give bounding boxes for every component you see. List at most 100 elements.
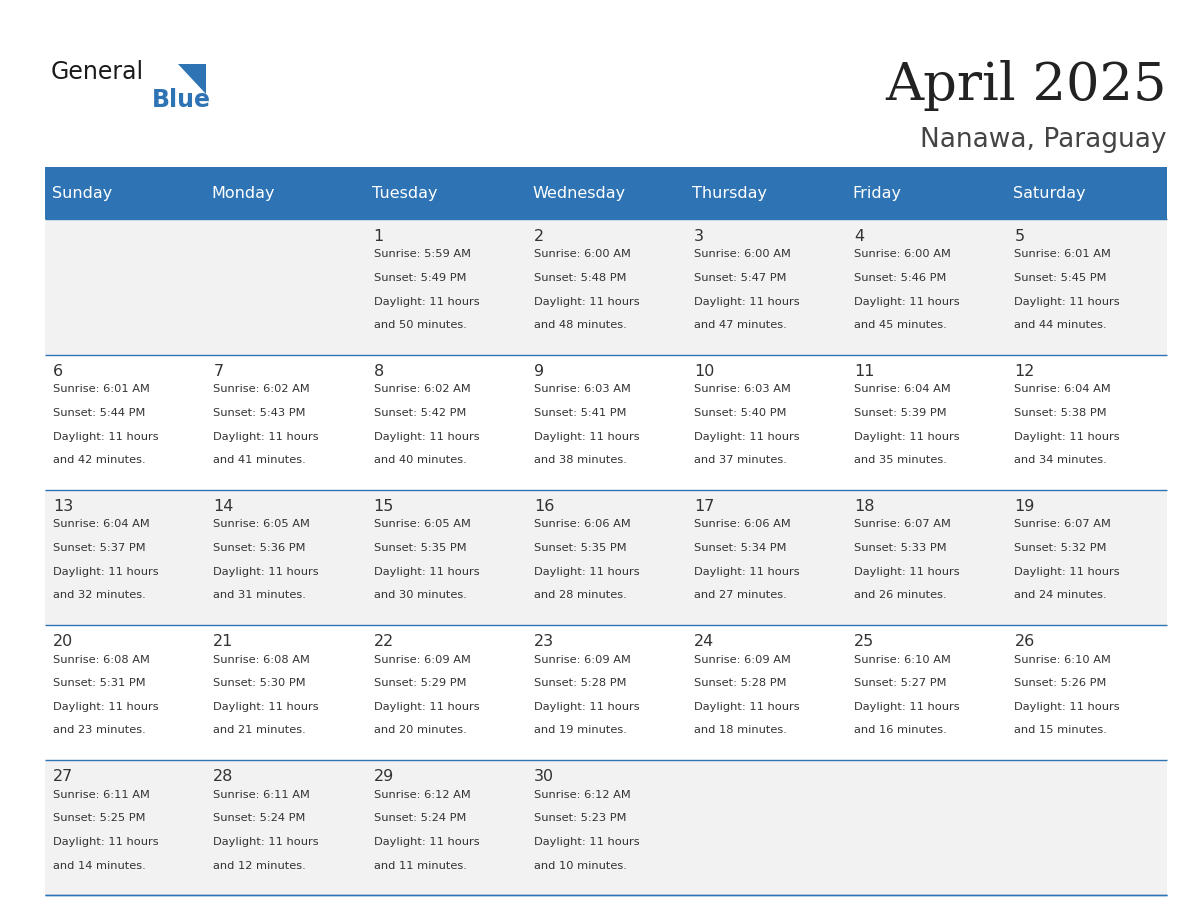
Text: Sunset: 5:31 PM: Sunset: 5:31 PM xyxy=(53,678,146,688)
Text: and 15 minutes.: and 15 minutes. xyxy=(1015,725,1107,735)
Polygon shape xyxy=(178,63,207,94)
Text: Sunrise: 6:00 AM: Sunrise: 6:00 AM xyxy=(694,249,791,259)
Text: Daylight: 11 hours: Daylight: 11 hours xyxy=(854,702,960,711)
Text: Daylight: 11 hours: Daylight: 11 hours xyxy=(1015,702,1120,711)
Bar xyxy=(526,760,685,895)
Text: and 21 minutes.: and 21 minutes. xyxy=(214,725,307,735)
Text: Daylight: 11 hours: Daylight: 11 hours xyxy=(1015,566,1120,577)
Text: 25: 25 xyxy=(854,634,874,649)
Text: and 18 minutes.: and 18 minutes. xyxy=(694,725,786,735)
Text: Sunrise: 6:11 AM: Sunrise: 6:11 AM xyxy=(214,789,310,800)
Text: Sunrise: 6:12 AM: Sunrise: 6:12 AM xyxy=(373,789,470,800)
Text: Sunset: 5:46 PM: Sunset: 5:46 PM xyxy=(854,273,947,283)
Bar xyxy=(45,489,206,625)
Text: and 48 minutes.: and 48 minutes. xyxy=(533,320,626,330)
Bar xyxy=(206,489,366,625)
Text: and 38 minutes.: and 38 minutes. xyxy=(533,455,626,465)
Bar xyxy=(685,489,846,625)
Bar xyxy=(206,219,366,354)
Text: Sunrise: 6:00 AM: Sunrise: 6:00 AM xyxy=(533,249,631,259)
Text: and 45 minutes.: and 45 minutes. xyxy=(854,320,947,330)
Text: Sunset: 5:37 PM: Sunset: 5:37 PM xyxy=(53,543,146,553)
Text: 11: 11 xyxy=(854,364,874,379)
Text: April 2025: April 2025 xyxy=(885,60,1167,111)
Text: Daylight: 11 hours: Daylight: 11 hours xyxy=(533,297,639,307)
Bar xyxy=(846,625,1006,760)
Text: Sunrise: 6:03 AM: Sunrise: 6:03 AM xyxy=(533,385,631,395)
Bar xyxy=(1006,625,1167,760)
Text: and 24 minutes.: and 24 minutes. xyxy=(1015,590,1107,600)
Text: Monday: Monday xyxy=(211,185,276,201)
Text: Daylight: 11 hours: Daylight: 11 hours xyxy=(214,431,320,442)
Bar xyxy=(846,354,1006,489)
Bar xyxy=(206,167,366,219)
Text: and 10 minutes.: and 10 minutes. xyxy=(533,860,626,870)
Text: 2: 2 xyxy=(533,229,544,244)
Bar xyxy=(366,219,526,354)
Text: Saturday: Saturday xyxy=(1013,185,1086,201)
Bar xyxy=(366,625,526,760)
Bar xyxy=(366,489,526,625)
Text: Sunset: 5:49 PM: Sunset: 5:49 PM xyxy=(373,273,466,283)
Text: Daylight: 11 hours: Daylight: 11 hours xyxy=(373,837,479,847)
Text: Sunrise: 6:01 AM: Sunrise: 6:01 AM xyxy=(1015,249,1111,259)
Bar xyxy=(846,167,1006,219)
Text: Sunrise: 6:00 AM: Sunrise: 6:00 AM xyxy=(854,249,952,259)
Text: 5: 5 xyxy=(1015,229,1024,244)
Bar xyxy=(685,219,846,354)
Text: Sunrise: 6:04 AM: Sunrise: 6:04 AM xyxy=(53,520,150,530)
Text: Sunset: 5:48 PM: Sunset: 5:48 PM xyxy=(533,273,626,283)
Bar xyxy=(846,219,1006,354)
Text: Thursday: Thursday xyxy=(693,185,767,201)
Text: 16: 16 xyxy=(533,499,554,514)
Text: Daylight: 11 hours: Daylight: 11 hours xyxy=(694,566,800,577)
Text: Sunrise: 5:59 AM: Sunrise: 5:59 AM xyxy=(373,249,470,259)
Text: Sunset: 5:24 PM: Sunset: 5:24 PM xyxy=(373,813,466,823)
Bar xyxy=(846,489,1006,625)
Text: and 40 minutes.: and 40 minutes. xyxy=(373,455,467,465)
Text: 27: 27 xyxy=(53,769,74,784)
Text: 7: 7 xyxy=(214,364,223,379)
Bar xyxy=(45,167,206,219)
Text: Sunset: 5:27 PM: Sunset: 5:27 PM xyxy=(854,678,947,688)
Text: 23: 23 xyxy=(533,634,554,649)
Text: Daylight: 11 hours: Daylight: 11 hours xyxy=(533,566,639,577)
Bar xyxy=(1006,489,1167,625)
Text: Daylight: 11 hours: Daylight: 11 hours xyxy=(854,297,960,307)
Text: Sunset: 5:34 PM: Sunset: 5:34 PM xyxy=(694,543,786,553)
Text: Sunset: 5:28 PM: Sunset: 5:28 PM xyxy=(533,678,626,688)
Text: and 12 minutes.: and 12 minutes. xyxy=(214,860,307,870)
Text: Sunset: 5:35 PM: Sunset: 5:35 PM xyxy=(533,543,626,553)
Text: Sunrise: 6:02 AM: Sunrise: 6:02 AM xyxy=(373,385,470,395)
Text: Sunset: 5:41 PM: Sunset: 5:41 PM xyxy=(533,408,626,418)
Text: Sunset: 5:47 PM: Sunset: 5:47 PM xyxy=(694,273,786,283)
Text: Sunrise: 6:01 AM: Sunrise: 6:01 AM xyxy=(53,385,150,395)
Text: Daylight: 11 hours: Daylight: 11 hours xyxy=(1015,431,1120,442)
Text: Sunrise: 6:05 AM: Sunrise: 6:05 AM xyxy=(214,520,310,530)
Text: Daylight: 11 hours: Daylight: 11 hours xyxy=(854,431,960,442)
Text: 13: 13 xyxy=(53,499,74,514)
Text: Sunrise: 6:10 AM: Sunrise: 6:10 AM xyxy=(1015,655,1111,665)
Bar xyxy=(45,760,206,895)
Bar xyxy=(685,354,846,489)
Text: and 34 minutes.: and 34 minutes. xyxy=(1015,455,1107,465)
Text: Daylight: 11 hours: Daylight: 11 hours xyxy=(533,431,639,442)
Text: Sunset: 5:39 PM: Sunset: 5:39 PM xyxy=(854,408,947,418)
Text: Daylight: 11 hours: Daylight: 11 hours xyxy=(373,297,479,307)
Text: and 31 minutes.: and 31 minutes. xyxy=(214,590,307,600)
Text: Sunset: 5:45 PM: Sunset: 5:45 PM xyxy=(1015,273,1107,283)
Text: 3: 3 xyxy=(694,229,704,244)
Text: Sunset: 5:42 PM: Sunset: 5:42 PM xyxy=(373,408,466,418)
Text: Daylight: 11 hours: Daylight: 11 hours xyxy=(1015,297,1120,307)
Text: 8: 8 xyxy=(373,364,384,379)
Bar xyxy=(685,167,846,219)
Text: 28: 28 xyxy=(214,769,234,784)
Text: and 26 minutes.: and 26 minutes. xyxy=(854,590,947,600)
Text: 9: 9 xyxy=(533,364,544,379)
Text: Sunrise: 6:04 AM: Sunrise: 6:04 AM xyxy=(854,385,950,395)
Text: 21: 21 xyxy=(214,634,234,649)
Text: 22: 22 xyxy=(373,634,394,649)
Text: Daylight: 11 hours: Daylight: 11 hours xyxy=(53,431,159,442)
Text: Sunrise: 6:10 AM: Sunrise: 6:10 AM xyxy=(854,655,952,665)
Text: 26: 26 xyxy=(1015,634,1035,649)
